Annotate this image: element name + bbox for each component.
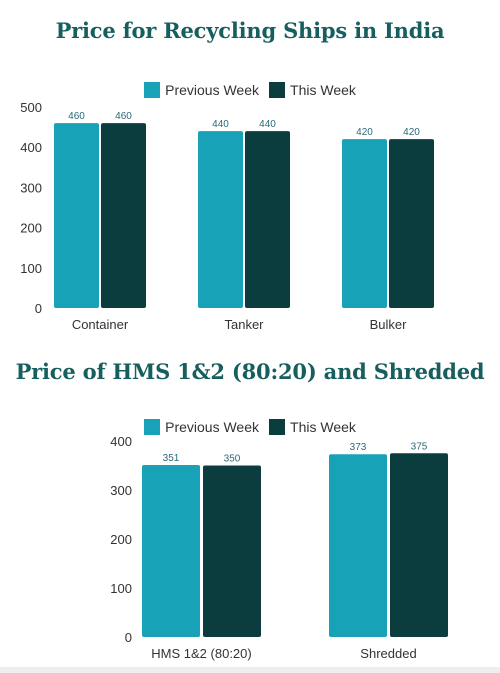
chart-title: Price for Recycling Ships in India	[55, 18, 445, 43]
legend-label-this-week: This Week	[290, 419, 356, 435]
bar-this-week	[101, 123, 146, 308]
y-tick-label: 0	[35, 301, 42, 316]
legend-item-previous: Previous Week	[144, 419, 259, 435]
bar-this-week	[390, 453, 448, 637]
bar-value-label: 375	[411, 441, 428, 452]
legend-label-previous: Previous Week	[165, 419, 260, 435]
legend-swatch-this-week	[269, 419, 286, 435]
bar-previous	[329, 454, 387, 637]
bar-previous	[198, 131, 243, 308]
y-tick-label: 200	[110, 532, 132, 547]
chart-recycling-ships: Price for Recycling Ships in India Previ…	[0, 18, 500, 332]
bar-value-label: 460	[68, 111, 85, 122]
bar-value-label: 350	[224, 454, 241, 465]
legend-swatch-this-week	[269, 82, 286, 98]
bar-this-week	[245, 131, 290, 308]
bar-this-week	[389, 139, 434, 308]
bar-value-label: 373	[350, 442, 367, 453]
x-category-label: Bulker	[370, 317, 408, 332]
legend-item-previous: Previous Week	[144, 82, 259, 98]
legend-item-this-week: This Week	[269, 419, 356, 435]
bar-value-label: 440	[259, 119, 276, 130]
y-tick-label: 300	[20, 180, 42, 195]
legend-label-previous: Previous Week	[165, 82, 260, 98]
y-tick-label: 400	[110, 434, 132, 449]
bar-value-label: 420	[356, 127, 373, 138]
x-category-label: Shredded	[360, 646, 416, 661]
legend: Previous Week This Week	[0, 419, 500, 435]
chart-title: Price of HMS 1&2 (80:20) and Shredded	[15, 359, 485, 384]
x-category-label: Tanker	[224, 317, 264, 332]
legend-label-this-week: This Week	[290, 82, 356, 98]
legend-swatch-previous	[144, 419, 161, 435]
chart-hms-shredded: Price of HMS 1&2 (80:20) and Shredded Pr…	[0, 345, 500, 673]
bar-value-label: 440	[212, 119, 229, 130]
bar-previous	[54, 123, 99, 308]
bar-value-label: 420	[403, 127, 420, 138]
bar-previous	[342, 139, 387, 308]
legend-item-this-week: This Week	[269, 82, 356, 98]
bottom-divider	[0, 667, 500, 673]
y-tick-label: 400	[20, 140, 42, 155]
bar-value-label: 460	[115, 111, 132, 122]
legend: Previous Week This Week	[0, 82, 500, 98]
bar-this-week	[203, 465, 261, 637]
y-tick-label: 500	[20, 100, 42, 115]
y-tick-label: 100	[110, 581, 132, 596]
y-tick-label: 100	[20, 261, 42, 276]
x-category-label: Container	[72, 317, 129, 332]
y-tick-label: 300	[110, 483, 132, 498]
legend-swatch-previous	[144, 82, 161, 98]
y-tick-label: 0	[125, 630, 132, 645]
x-category-label: HMS 1&2 (80:20)	[151, 646, 251, 661]
chart-plot: 0 100 200 300 400 500 460 460 Container 440 440 Tan…	[20, 100, 434, 332]
chart-plot: 0 100 200 300 400 351 350 HMS 1&2 (80:20) 373 375…	[110, 434, 448, 661]
bar-previous	[142, 465, 200, 637]
y-tick-label: 200	[20, 221, 42, 236]
bar-value-label: 351	[163, 453, 180, 464]
